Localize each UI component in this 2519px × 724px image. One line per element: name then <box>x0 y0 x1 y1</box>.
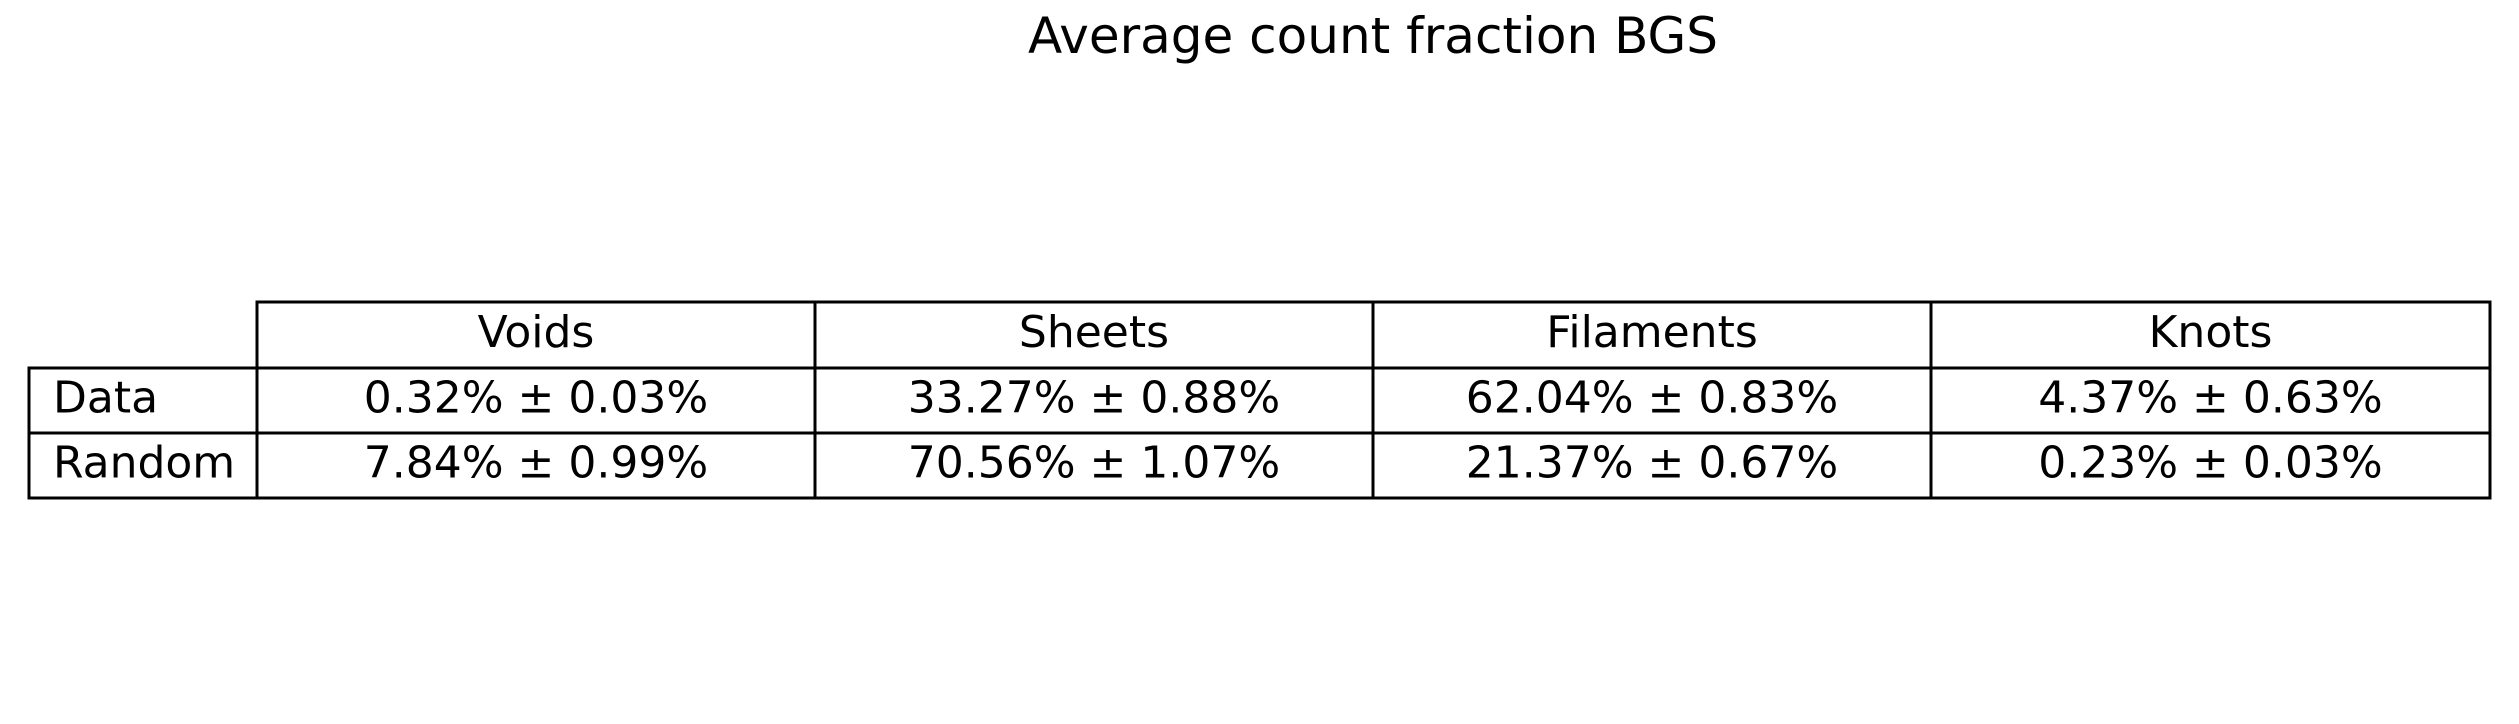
column-header-knots: Knots <box>2149 307 2273 358</box>
column-header-sheets: Sheets <box>1019 307 1169 358</box>
cell-random-filaments: 21.37% ± 0.67% <box>1466 438 1838 489</box>
cell-data-filaments: 62.04% ± 0.83% <box>1466 373 1838 424</box>
figure-title: Average count fraction BGS <box>1028 7 1718 65</box>
cell-data-sheets: 33.27% ± 0.88% <box>908 373 1280 424</box>
cell-random-voids: 7.84% ± 0.99% <box>364 438 708 489</box>
row-label-random: Random <box>53 438 235 489</box>
column-header-voids: Voids <box>478 307 595 358</box>
cell-random-knots: 0.23% ± 0.03% <box>2038 438 2382 489</box>
cell-data-voids: 0.32% ± 0.03% <box>364 373 708 424</box>
table-grid <box>27 300 2492 500</box>
cell-random-sheets: 70.56% ± 1.07% <box>908 438 1280 489</box>
column-header-filaments: Filaments <box>1546 307 1758 358</box>
cell-data-knots: 4.37% ± 0.63% <box>2038 373 2382 424</box>
table-text: Voids Sheets Filaments Knots Data 0.32% ± 0.0… <box>53 307 2383 489</box>
row-label-data: Data <box>53 373 158 424</box>
